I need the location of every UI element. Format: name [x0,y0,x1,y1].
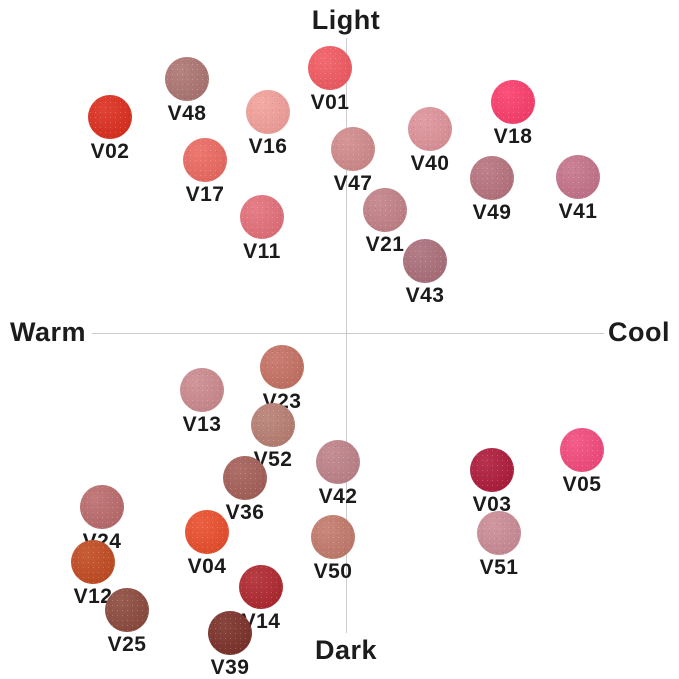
vertical-axis-line [346,38,347,633]
axis-label-light: Light [311,5,381,35]
horizontal-axis-line [92,333,604,334]
shade-dot-v14 [239,565,283,609]
shade-label: V05 [562,473,602,496]
shade-label: V36 [225,501,265,524]
axis-label-warm: Warm [10,317,87,347]
shade-dot-v43 [403,239,447,283]
shade-label: V18 [493,125,533,148]
shade-label: V48 [167,102,207,125]
shade-dot-v48 [165,57,209,101]
shade-dot-v25 [105,588,149,632]
shade-label: V16 [248,135,288,158]
shade-dot-v39 [208,611,252,655]
shade-dot-v47 [331,127,375,171]
shade-dot-v52 [251,403,295,447]
shade-dot-v12 [71,540,115,584]
shade-dot-v17 [183,138,227,182]
shade-dot-v50 [311,515,355,559]
shade-dot-v42 [316,440,360,484]
shade-dot-v51 [477,511,521,555]
shade-label: V25 [107,633,147,656]
shade-dot-v05 [560,428,604,472]
shade-label: V50 [313,560,353,583]
shade-dot-v02 [88,95,132,139]
shade-dot-v11 [240,195,284,239]
shade-label: V01 [310,91,350,114]
axis-label-cool: Cool [608,317,670,347]
shade-label: V03 [472,493,512,516]
shade-label: V13 [182,413,222,436]
shade-dot-v23 [260,345,304,389]
shade-dot-v16 [246,90,290,134]
shade-dot-v01 [308,46,352,90]
shade-dot-v04 [185,510,229,554]
shade-label: V47 [333,172,373,195]
shade-dot-v13 [180,368,224,412]
shade-dot-v49 [470,156,514,200]
shade-label: V02 [90,140,130,163]
shade-dot-v18 [491,80,535,124]
shade-label: V51 [479,556,519,579]
shade-dot-v40 [408,107,452,151]
shade-label: V41 [558,200,598,223]
shade-dot-v41 [556,155,600,199]
shade-dot-v24 [80,485,124,529]
shade-label: V43 [405,284,445,307]
shade-label: V42 [318,485,358,508]
shade-label: V12 [73,585,113,608]
shade-dot-v21 [363,188,407,232]
shade-label: V11 [243,240,281,263]
shade-label: V49 [472,201,512,224]
shade-label: V21 [365,233,405,256]
shade-label: V39 [210,656,250,679]
axis-label-dark: Dark [314,635,378,665]
shade-dot-v36 [223,456,267,500]
shade-label: V04 [187,555,227,578]
shade-dot-v03 [470,448,514,492]
shade-label: V17 [185,183,225,206]
shade-label: V40 [410,152,450,175]
